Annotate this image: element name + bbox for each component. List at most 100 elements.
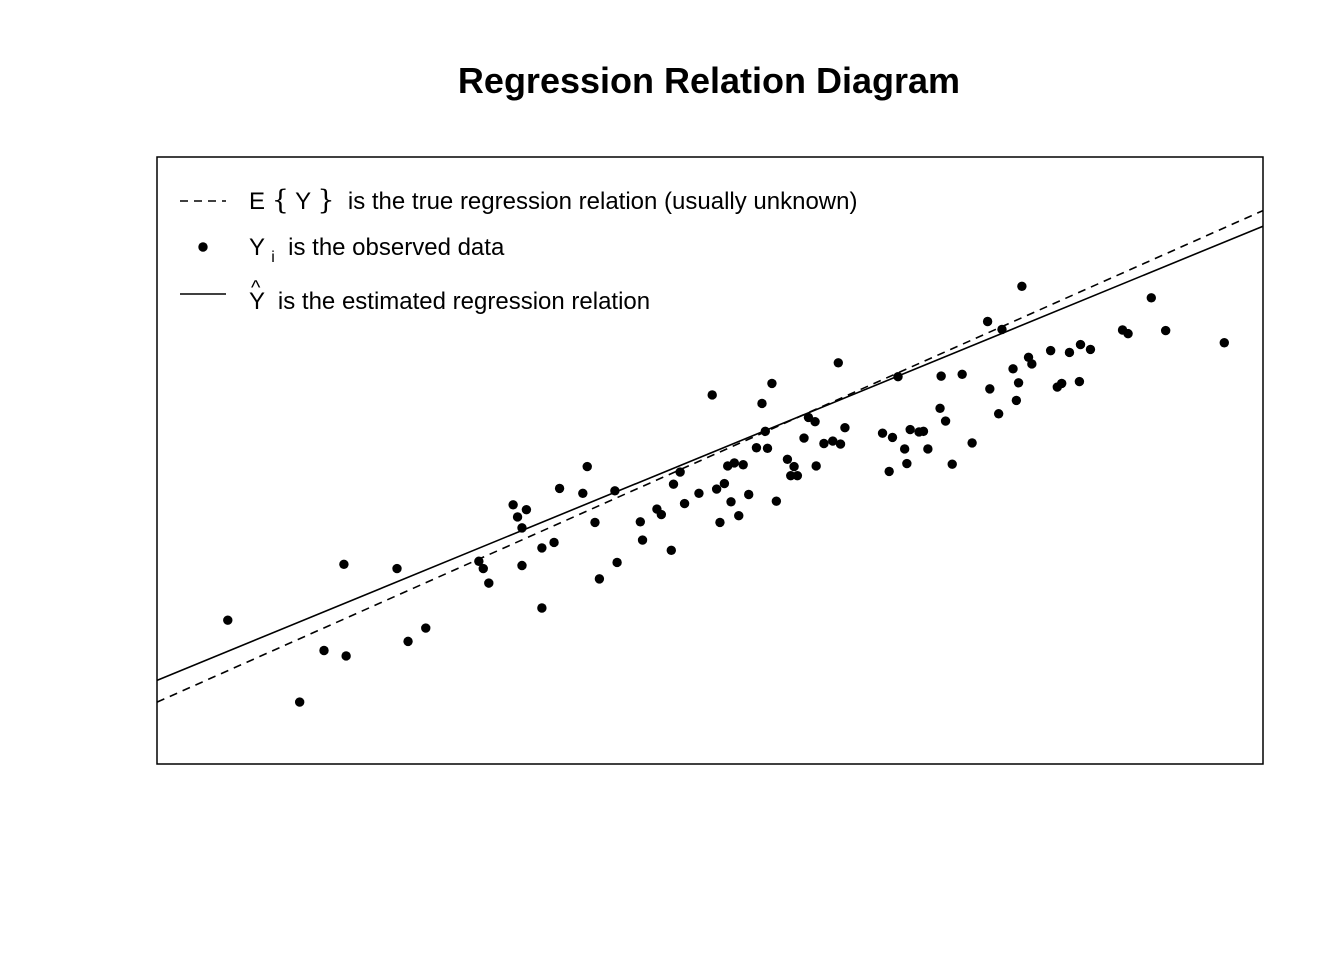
data-point [582, 461, 592, 472]
data-point [635, 517, 646, 527]
data-point [1045, 345, 1056, 356]
data-point [840, 423, 850, 433]
data-point [421, 623, 431, 633]
legend-observed-text: is the observed data [281, 234, 504, 261]
data-point [729, 458, 740, 468]
data-point [751, 443, 762, 453]
data-point [997, 324, 1007, 335]
data-point [549, 537, 559, 548]
data-point [590, 517, 600, 528]
data-point [675, 467, 685, 477]
data-point [508, 500, 518, 510]
data-point [612, 557, 622, 568]
data-point [899, 444, 910, 454]
data-point [877, 428, 888, 438]
data-point [679, 498, 690, 509]
legend-true-line-prefix: E [249, 188, 265, 215]
legend-observed-symbol: Y [249, 234, 265, 261]
data-point [719, 478, 730, 489]
data-point [1017, 281, 1027, 291]
observed-points [223, 281, 1229, 707]
data-point [1011, 395, 1022, 406]
data-point [884, 466, 894, 477]
legend-fitted-symbol: Y [249, 288, 265, 315]
data-point [905, 424, 915, 435]
legend-true-line-text: is the true regression relation (usually… [341, 188, 857, 215]
data-point [1160, 325, 1171, 336]
data-point [947, 459, 957, 469]
data-point [757, 398, 767, 409]
data-point [223, 615, 233, 625]
data-point [392, 563, 402, 574]
data-point [819, 438, 829, 449]
legend-fitted-hat: ^ [251, 277, 261, 299]
data-point [940, 416, 951, 426]
data-point [835, 439, 846, 449]
data-point [341, 651, 351, 661]
data-point [923, 444, 933, 454]
data-point [578, 488, 588, 498]
data-point [478, 563, 488, 574]
data-point [715, 517, 725, 528]
data-point [294, 697, 305, 707]
data-point [936, 371, 946, 381]
data-point [887, 432, 898, 443]
legend-true-line-symbol: Y [295, 188, 311, 215]
data-point [993, 409, 1004, 419]
data-point [339, 559, 349, 569]
data-point [902, 458, 912, 469]
data-point [918, 426, 929, 437]
data-point [668, 479, 679, 489]
data-point [771, 496, 782, 506]
data-point [474, 556, 484, 566]
data-point [1008, 364, 1018, 374]
data-point [637, 535, 648, 545]
legend-fitted-text: is the estimated regression relation [271, 288, 650, 315]
data-point [1219, 338, 1229, 348]
data-point [811, 461, 821, 471]
data-point [985, 384, 995, 394]
data-point [594, 574, 605, 584]
data-point [833, 358, 843, 368]
data-point [656, 509, 667, 520]
data-point [537, 603, 547, 613]
data-point [828, 436, 838, 446]
data-point [1064, 347, 1075, 358]
data-point [744, 489, 754, 500]
data-point [1074, 376, 1085, 387]
fitted-regression-line [157, 225, 1263, 682]
data-point [517, 523, 527, 533]
legend-observed-subscript: i [271, 249, 275, 266]
data-point [517, 560, 527, 571]
data-point [1123, 328, 1133, 339]
data-point [734, 511, 744, 521]
data-point [967, 438, 977, 448]
data-point [786, 470, 796, 481]
data-point [893, 372, 903, 382]
legend: E { Y } is the true regression relation … [180, 185, 857, 315]
data-point [762, 443, 773, 454]
data-point [1013, 378, 1024, 388]
data-point [935, 403, 945, 413]
data-point [1075, 339, 1086, 350]
chart-title: Regression Relation Diagram [458, 60, 960, 101]
data-point [738, 460, 748, 470]
data-point [666, 545, 676, 556]
data-point [782, 454, 793, 464]
data-point [810, 416, 820, 427]
data-point [694, 488, 704, 498]
data-point [521, 504, 532, 515]
regression-lines [157, 209, 1263, 703]
data-point [610, 486, 620, 496]
data-point [537, 543, 547, 553]
data-point [760, 426, 770, 437]
data-point [982, 316, 993, 327]
data-point [1085, 344, 1096, 355]
plot-frame [156, 156, 1264, 765]
data-point [512, 512, 523, 522]
data-point [554, 483, 565, 494]
legend-true-line-open-brace: { [272, 185, 289, 216]
data-point [319, 645, 329, 656]
legend-observed-label: Y i is the observed data [249, 234, 505, 268]
